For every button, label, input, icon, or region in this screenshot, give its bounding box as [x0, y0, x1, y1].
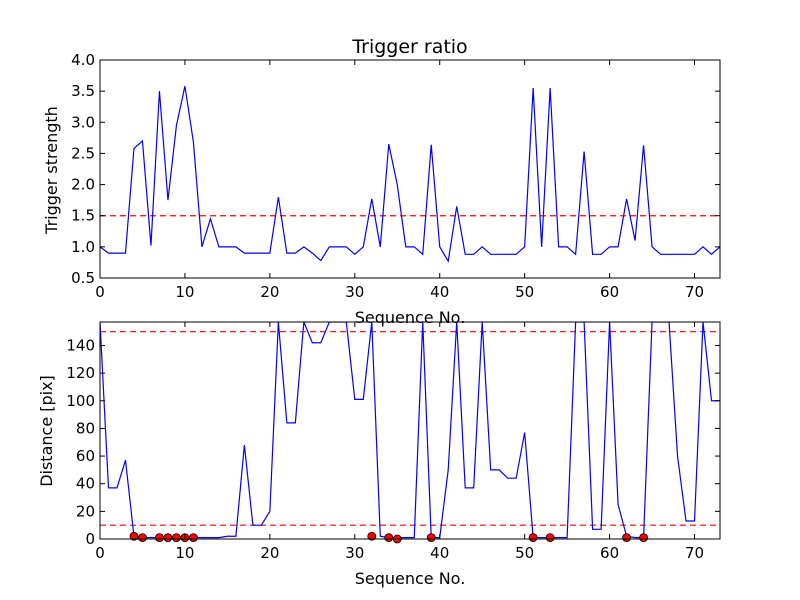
y-tick-label: 0.5: [71, 269, 95, 287]
marker-point: [155, 533, 164, 543]
x-tick-label: 0: [95, 283, 105, 301]
x-tick-label: 20: [260, 283, 279, 301]
plot-frame: [99, 321, 721, 540]
marker-point: [138, 533, 147, 543]
marker-point: [367, 531, 377, 541]
x-tick-label: 30: [345, 544, 364, 562]
x-tick-label: 50: [515, 544, 534, 562]
x-axis-label: Sequence No.: [355, 569, 466, 588]
series-line: [100, 86, 720, 263]
marker-point: [172, 533, 181, 543]
x-tick-label: 40: [430, 544, 449, 562]
y-axis-label: Trigger strength: [42, 106, 61, 235]
x-tick-label: 30: [345, 283, 364, 301]
x-tick-label: 50: [515, 283, 534, 301]
y-tick-label: 2.5: [71, 144, 95, 162]
y-tick-label: 3.0: [71, 113, 95, 131]
y-tick-label: 140: [66, 336, 95, 354]
y-axis-label: Distance [pix]: [37, 375, 56, 487]
marker-point: [189, 533, 198, 543]
x-tick-label: 70: [685, 544, 704, 562]
marker-point: [528, 533, 538, 543]
marker-point: [129, 531, 139, 541]
y-tick-label: 1.5: [71, 207, 95, 225]
y-tick-label: 80: [76, 419, 95, 437]
y-tick-label: 40: [76, 475, 95, 493]
marker-point: [163, 533, 173, 543]
y-tick-label: 2.0: [71, 176, 95, 194]
distance-chart: Sequence No. Distance [pix] 0 10 20 30 40 50 6…: [37, 321, 721, 588]
x-tick-label: 10: [175, 544, 194, 562]
y-tick-label: 120: [66, 364, 95, 382]
x-tick-label: 0: [95, 544, 105, 562]
y-tick-label: 60: [76, 447, 95, 465]
marker-point: [545, 533, 555, 543]
y-tick-label: 100: [66, 392, 95, 410]
trigger-ratio-chart: Trigger ratio Sequence No. Trigger stren…: [42, 36, 721, 327]
y-tick-label: 0: [85, 530, 95, 548]
marker-point: [622, 533, 631, 543]
series-line: [100, 322, 720, 539]
x-tick-label: 70: [685, 283, 704, 301]
y-tick-label: 1.0: [71, 238, 95, 256]
x-tick-label: 20: [260, 544, 279, 562]
x-tick-label: 60: [600, 283, 619, 301]
y-tick-label: 20: [76, 502, 95, 520]
marker-point: [426, 533, 436, 543]
chart-title: Trigger ratio: [351, 36, 467, 58]
marker-point: [384, 533, 394, 543]
x-tick-label: 10: [175, 283, 194, 301]
y-tick-label: 3.5: [71, 82, 95, 100]
x-tick-label: 60: [600, 544, 619, 562]
plot-frame: [99, 59, 721, 279]
x-tick-label: 40: [430, 283, 449, 301]
y-tick-label: 4.0: [71, 51, 95, 69]
marker-point: [639, 533, 648, 543]
